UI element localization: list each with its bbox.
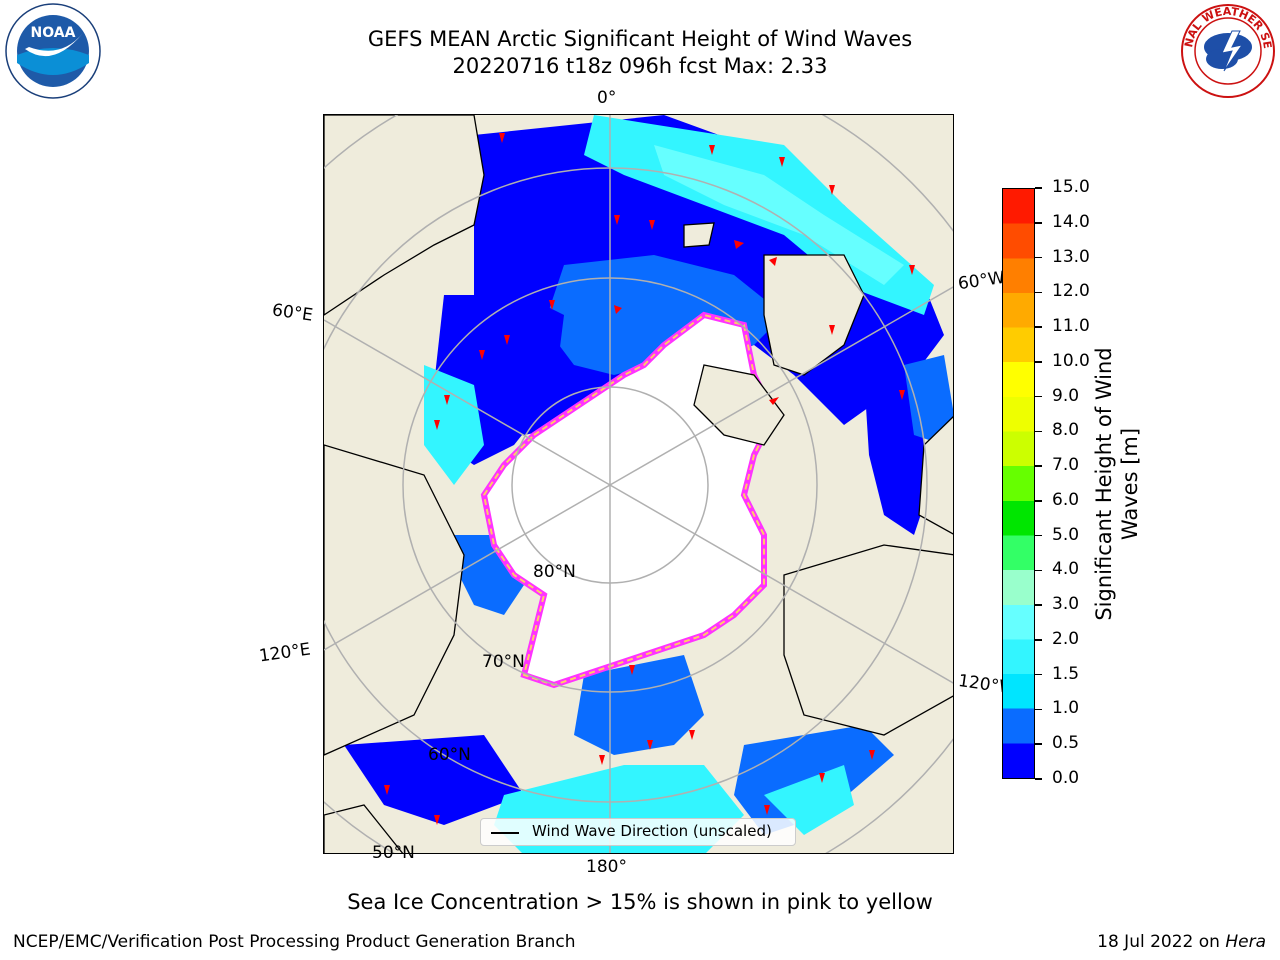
map-panel: [323, 114, 954, 854]
colorbar-tick-mark: [1035, 256, 1042, 259]
footer-host: Hera: [1225, 932, 1266, 952]
map-legend: Wind Wave Direction (unscaled): [480, 818, 796, 846]
colorbar-tick-label: 10.0: [1052, 350, 1090, 371]
legend-line-swatch: [491, 832, 519, 834]
colorbar-tick-label: 4.0: [1052, 559, 1080, 580]
colorbar-tick-mark: [1035, 534, 1042, 537]
sea-ice-footnote: Sea Ice Concentration > 15% is shown in …: [347, 890, 933, 914]
map-subtitle: 20220716 t18z 096h fcst Max: 2.33: [452, 54, 828, 78]
colorbar-tick-mark: [1035, 291, 1042, 294]
footer-date-text: 18 Jul 2022 on: [1097, 932, 1220, 952]
colorbar-tick-label: 5.0: [1052, 524, 1080, 545]
footer-date: 18 Jul 2022 on Hera: [1097, 932, 1266, 952]
colorbar-title: Significant Height of Wind Waves [m]: [1092, 347, 1142, 621]
colorbar-tick-mark: [1035, 361, 1042, 363]
lat-label-50: 50°N: [372, 843, 415, 863]
colorbar-tick-label: 8.0: [1052, 420, 1080, 441]
nws-logo: NATIONAL WEATHER SERVICE: [1173, 0, 1278, 99]
colorbar-tick-label: 3.0: [1052, 594, 1080, 615]
graticule: [324, 115, 953, 853]
lon-label-0: 0°: [597, 88, 617, 108]
colorbar-tick-mark: [1035, 326, 1042, 328]
colorbar: [1002, 188, 1035, 779]
colorbar-tick-label: 15.0: [1052, 177, 1090, 197]
lon-label-120e: 120°E: [257, 639, 312, 667]
colorbar-tick-mark: [1035, 569, 1042, 572]
colorbar-tick-label: 12.0: [1052, 281, 1090, 302]
lat-label-80: 80°N: [533, 562, 576, 582]
lon-label-180: 180°: [586, 857, 627, 877]
colorbar-tick-label: 0.0: [1052, 768, 1080, 788]
colorbar-tick-mark: [1035, 604, 1042, 606]
colorbar-tick-label: 1.0: [1052, 698, 1080, 719]
colorbar-tick-label: 2.0: [1052, 628, 1080, 649]
colorbar-tick-mark: [1035, 395, 1042, 398]
colorbar-tick-label: 6.0: [1052, 489, 1080, 510]
lat-label-60: 60°N: [428, 745, 471, 765]
colorbar-tick-mark: [1035, 708, 1042, 711]
colorbar-tick-label: 13.0: [1052, 246, 1090, 267]
lon-label-60w: 60°W: [956, 267, 1007, 295]
colorbar-tick-mark: [1035, 222, 1042, 224]
lon-label-60e: 60°E: [270, 300, 315, 326]
footer-credit: NCEP/EMC/Verification Post Processing Pr…: [13, 932, 576, 952]
colorbar-tick-label: 14.0: [1052, 211, 1090, 232]
lat-label-70: 70°N: [482, 652, 525, 672]
noaa-logo: NOAA: [3, 3, 103, 99]
colorbar-tick-mark: [1035, 465, 1042, 467]
legend-label: Wind Wave Direction (unscaled): [532, 822, 772, 840]
colorbar-tick-label: 9.0: [1052, 385, 1080, 406]
colorbar-tick-mark: [1035, 778, 1042, 780]
colorbar-tick-label: 11.0: [1052, 316, 1090, 337]
colorbar-tick-mark: [1035, 743, 1042, 745]
map-title: GEFS MEAN Arctic Significant Height of W…: [367, 27, 913, 51]
wave-direction-arrows: [384, 133, 915, 825]
colorbar-tick-mark: [1035, 430, 1042, 433]
noaa-logo-text: NOAA: [31, 25, 76, 41]
colorbar-tick-label: 0.5: [1052, 733, 1080, 754]
colorbar-tick-label: 1.5: [1052, 663, 1080, 684]
colorbar-tick-mark: [1035, 500, 1042, 502]
colorbar-tick-label: 7.0: [1052, 455, 1080, 476]
colorbar-tick-mark: [1035, 187, 1042, 189]
colorbar-tick-mark: [1035, 639, 1042, 641]
colorbar-tick-mark: [1035, 673, 1042, 676]
